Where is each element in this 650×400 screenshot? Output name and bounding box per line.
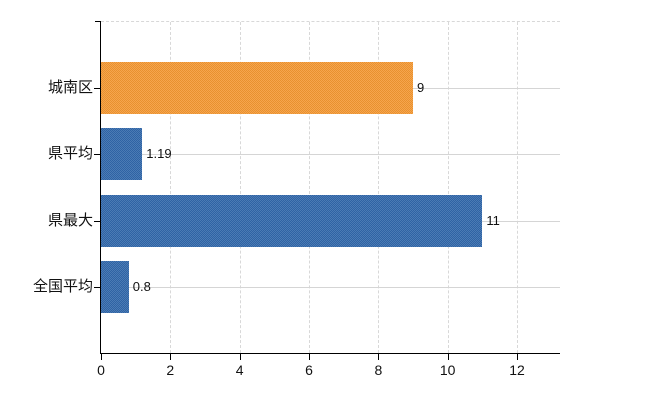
x-tick: [378, 354, 380, 360]
category-label: 県最大: [47, 211, 93, 229]
vertical-gridline: [447, 22, 449, 353]
x-tick: [447, 354, 449, 360]
bar-value-label: 0.8: [132, 278, 151, 294]
y-axis: [100, 21, 101, 354]
category-label: 城南区: [47, 79, 93, 96]
horizontal-gridline: [101, 154, 560, 156]
category-label: 県平均: [47, 145, 93, 163]
bar-1: [101, 128, 143, 181]
bar-2: [101, 194, 483, 247]
bar-value-label: 9: [417, 80, 425, 95]
horizontal-gridline: [101, 286, 560, 288]
y-axis-end-tick: [95, 21, 101, 22]
x-tick-label: 6: [305, 362, 313, 378]
vertical-gridline: [378, 22, 380, 353]
x-tick: [170, 354, 172, 360]
y-tick: [94, 286, 101, 288]
x-tick: [239, 354, 241, 360]
x-tick-label: 4: [235, 362, 244, 378]
x-tick: [517, 354, 519, 360]
x-tick-label: 12: [509, 362, 525, 378]
y-tick: [94, 154, 101, 156]
plot-area-top-border: [101, 21, 560, 22]
x-tick: [309, 354, 311, 360]
x-tick-label: 8: [374, 362, 383, 378]
bar-value-label: 1.19: [146, 146, 172, 162]
vertical-gridline: [309, 22, 311, 353]
y-tick: [94, 220, 101, 222]
y-tick: [94, 88, 101, 89]
x-tick-label: 10: [439, 362, 456, 378]
vertical-gridline: [170, 22, 172, 353]
x-axis: [100, 353, 560, 354]
x-tick: [101, 354, 102, 360]
x-tick-label: 2: [166, 362, 175, 378]
x-tick-label: 0: [97, 362, 105, 378]
bar-0: [101, 62, 414, 114]
category-label: 全国平均: [32, 277, 93, 295]
vertical-gridline: [239, 22, 241, 353]
bar-3: [101, 260, 129, 313]
vertical-gridline: [517, 22, 519, 353]
bar-value-label: 11: [486, 212, 500, 228]
